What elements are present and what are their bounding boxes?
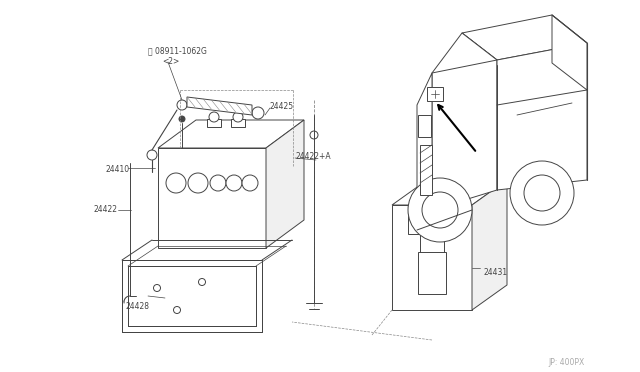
Text: 24428: 24428 [125,302,149,311]
Circle shape [166,173,186,193]
Circle shape [252,107,264,119]
Circle shape [209,112,219,122]
Text: 24422: 24422 [93,205,117,214]
Circle shape [408,178,472,242]
Text: 24425: 24425 [270,102,294,111]
Polygon shape [462,15,587,60]
Polygon shape [122,260,262,332]
Polygon shape [462,33,497,100]
Bar [418,252,446,294]
Circle shape [524,175,560,211]
Circle shape [179,116,185,122]
Bar [408,205,456,234]
Bar [207,119,221,127]
Bar [128,266,256,326]
Circle shape [242,175,258,191]
Circle shape [188,173,208,193]
Circle shape [147,150,157,160]
Polygon shape [472,180,507,310]
Bar [158,148,266,248]
Polygon shape [158,120,304,148]
Polygon shape [392,180,507,205]
Bar [427,87,443,101]
Text: Ⓝ 08911-1062G: Ⓝ 08911-1062G [148,46,207,55]
Polygon shape [128,266,256,326]
Bar [418,115,431,137]
Circle shape [233,112,243,122]
Circle shape [210,175,226,191]
Polygon shape [552,15,587,90]
Circle shape [510,161,574,225]
Circle shape [422,192,458,228]
Circle shape [177,100,187,110]
Bar [231,119,245,127]
Bar [122,260,262,332]
Polygon shape [432,60,497,210]
Circle shape [226,175,242,191]
Bar [420,234,444,256]
Polygon shape [266,120,304,248]
Polygon shape [497,43,587,190]
Text: 24431: 24431 [483,268,507,277]
Text: 24422+A: 24422+A [295,152,331,161]
Text: <2>: <2> [162,57,179,66]
Bar [392,205,472,310]
Text: JP: 400PX: JP: 400PX [548,358,584,367]
Polygon shape [187,97,252,115]
Polygon shape [432,33,497,103]
Circle shape [310,131,318,139]
Text: 24410: 24410 [105,165,129,174]
Bar [420,145,432,195]
Polygon shape [417,73,432,230]
